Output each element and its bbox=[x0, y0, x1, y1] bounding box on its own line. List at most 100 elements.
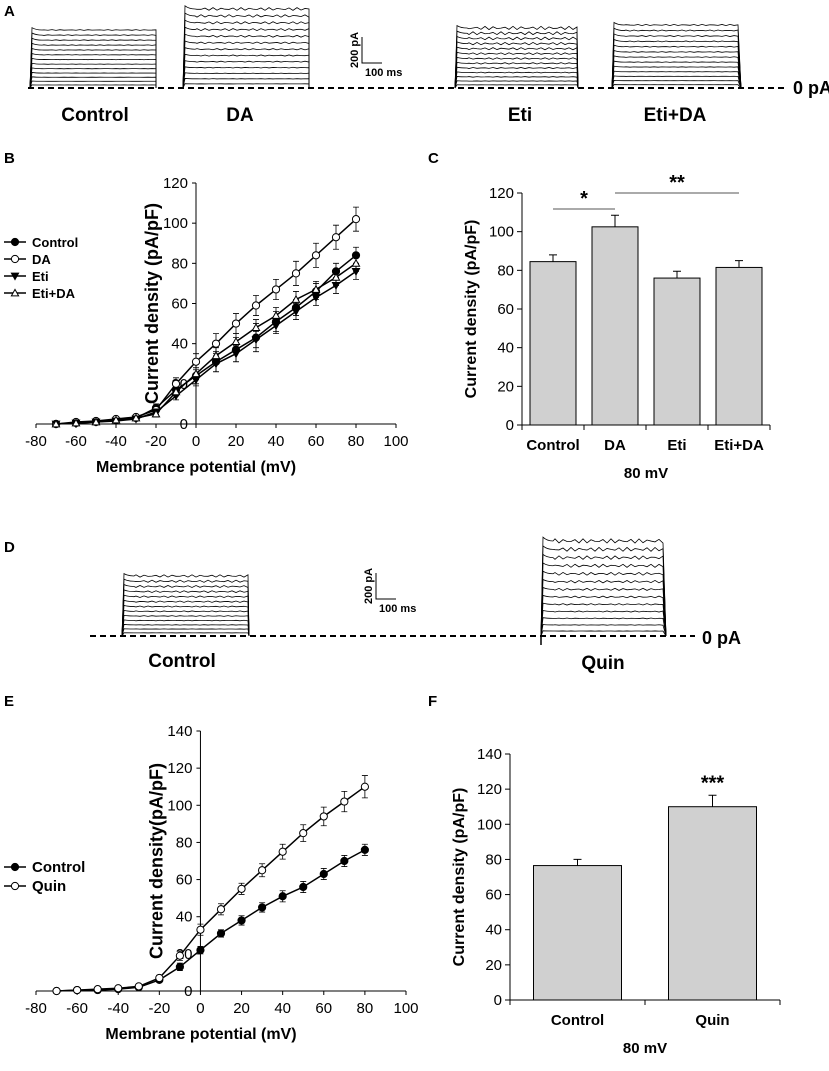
x-tick-label: 20 bbox=[233, 1000, 250, 1017]
legend-marker bbox=[10, 862, 20, 872]
y-axis-label: Current density(pA/pF) bbox=[146, 763, 166, 959]
da-trace-6 bbox=[182, 53, 310, 89]
data-point bbox=[258, 866, 267, 875]
data-point bbox=[291, 269, 301, 278]
eti-trace-12 bbox=[454, 30, 579, 89]
eti-da-trace-2 bbox=[611, 79, 742, 89]
control-trace-2 bbox=[29, 80, 157, 89]
y-tick-label: 60 bbox=[485, 887, 502, 904]
quin-trace-3 bbox=[540, 617, 667, 637]
data-point bbox=[311, 251, 321, 260]
eti-trace-9 bbox=[454, 46, 579, 89]
x-tick-label: 60 bbox=[315, 1000, 332, 1017]
y-tick-label: 140 bbox=[477, 746, 502, 763]
quin-trace-1 bbox=[540, 630, 667, 637]
bar-da bbox=[591, 226, 639, 426]
trace-label-da: DA bbox=[226, 105, 254, 126]
legend-label-eti: Eti bbox=[32, 269, 49, 284]
x-tick-label-quin: Quin bbox=[695, 1012, 729, 1029]
data-point bbox=[216, 929, 226, 938]
data-point bbox=[211, 351, 221, 360]
y-tick-label: 60 bbox=[497, 301, 514, 318]
series-eti bbox=[51, 262, 361, 429]
control-trace-4 bbox=[29, 71, 157, 89]
data-point bbox=[299, 882, 308, 892]
data-point bbox=[340, 856, 349, 866]
quin-trace-11 bbox=[540, 553, 667, 637]
data-point bbox=[271, 285, 281, 294]
control-trace-12 bbox=[121, 578, 250, 637]
panel-label-f: F bbox=[428, 693, 437, 710]
eti-trace-10 bbox=[454, 41, 579, 89]
control-trace-13 bbox=[29, 26, 157, 89]
da-trace-11 bbox=[182, 19, 310, 89]
x-tick-label: -20 bbox=[145, 433, 167, 450]
data-point bbox=[258, 903, 267, 912]
data-point bbox=[52, 986, 61, 996]
data-point bbox=[231, 337, 241, 346]
y-tick-label: 40 bbox=[171, 336, 188, 353]
data-point bbox=[331, 272, 341, 281]
data-point bbox=[175, 951, 184, 960]
x-tick-label: -80 bbox=[25, 1000, 47, 1017]
y-tick-label: 0 bbox=[506, 417, 514, 434]
control-trace-5 bbox=[121, 614, 250, 637]
y-axis-label: Current density (pA/pF) bbox=[463, 220, 480, 399]
x-tick-label: 0 bbox=[192, 433, 200, 450]
data-point bbox=[93, 985, 102, 994]
data-point bbox=[196, 946, 205, 955]
da-trace-13 bbox=[182, 5, 310, 89]
x-tick-label: -20 bbox=[148, 1000, 170, 1017]
panel-d-scale-bar bbox=[375, 573, 396, 600]
eti-da-trace-3 bbox=[611, 75, 742, 89]
error-bar bbox=[673, 270, 681, 279]
data-point bbox=[191, 369, 201, 378]
x-axis-label: 80 mV bbox=[624, 465, 668, 482]
eti-trace-4 bbox=[454, 71, 579, 89]
legend-marker bbox=[10, 272, 20, 281]
trace-label-quin: Quin bbox=[581, 653, 624, 674]
x-tick-label: 80 bbox=[348, 433, 365, 450]
control-trace-1 bbox=[121, 632, 250, 637]
bar-eti bbox=[653, 277, 701, 426]
data-point bbox=[360, 845, 369, 854]
data-point bbox=[134, 982, 143, 991]
trace-label-control: Control bbox=[148, 651, 216, 672]
series-line bbox=[56, 849, 366, 992]
panel-d-scale-x-label: 100 ms bbox=[379, 603, 416, 615]
panel-a-scale-x-label: 100 ms bbox=[365, 67, 402, 79]
panel-a-traces: 200 pA 100 ms 0 pA Control DA Eti Eti+DA bbox=[28, 5, 829, 126]
series-line bbox=[55, 270, 357, 425]
error-bar bbox=[549, 254, 557, 262]
quin-trace-7 bbox=[540, 586, 667, 637]
trace-label-eti: Eti bbox=[508, 105, 532, 126]
legend-label-control: Control bbox=[32, 859, 85, 876]
data-point bbox=[319, 869, 328, 879]
data-point bbox=[175, 962, 184, 971]
data-point bbox=[291, 294, 301, 303]
series-control bbox=[51, 246, 361, 429]
panel-label-e: E bbox=[4, 693, 14, 710]
series-line bbox=[55, 262, 357, 425]
data-point bbox=[278, 892, 287, 901]
y-tick-label: 80 bbox=[171, 255, 188, 272]
y-tick-label: 120 bbox=[477, 781, 502, 798]
y-tick-label: 100 bbox=[167, 797, 192, 814]
da-trace-7 bbox=[182, 47, 310, 89]
error-bar bbox=[708, 794, 717, 807]
x-tick-label-eti-da: Eti+DA bbox=[714, 437, 764, 454]
data-point bbox=[311, 284, 321, 293]
legend-label-control: Control bbox=[32, 235, 78, 250]
eti-trace-6 bbox=[454, 61, 579, 89]
y-tick-label: 100 bbox=[489, 224, 514, 241]
chart-e: -80 -60 -40 -20 0 20 40 60 80 1000204060801001201… bbox=[4, 723, 419, 1043]
da-trace-2 bbox=[182, 78, 310, 89]
y-tick-label: 80 bbox=[485, 851, 502, 868]
x-tick-label: -40 bbox=[105, 433, 127, 450]
quin-trace-10 bbox=[540, 562, 667, 637]
da-trace-9 bbox=[182, 33, 310, 89]
eti-trace-7 bbox=[454, 56, 579, 89]
eti-da-trace-10 bbox=[611, 38, 742, 89]
y-tick-label: 20 bbox=[485, 957, 502, 974]
trace-label-eti-da: Eti+DA bbox=[644, 105, 707, 126]
